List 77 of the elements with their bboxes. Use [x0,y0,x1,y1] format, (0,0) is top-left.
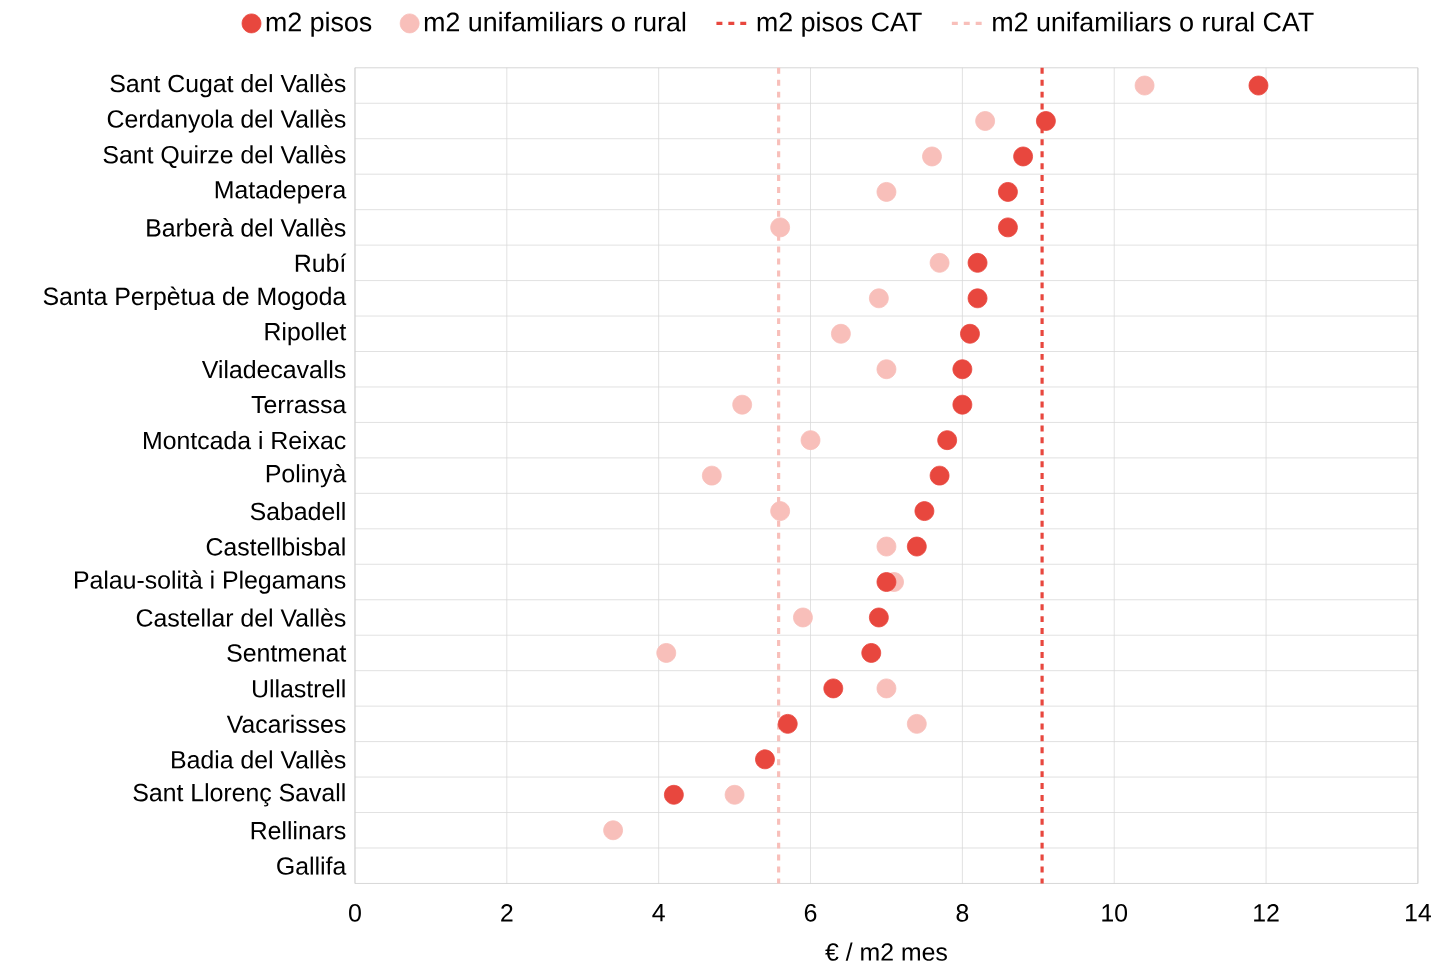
point [663,784,684,805]
point [914,501,935,521]
point [906,713,927,734]
point [952,359,973,380]
y-tick-label: Vacarisses [226,714,346,733]
x-tick-label: 2 [501,904,513,922]
point [998,181,1018,202]
y-tick-label: Castellbisbal [206,537,345,556]
y-tick-label: Barberà del Vallès [147,218,346,237]
y-tick-label: Ullastrell [252,679,345,698]
y-tick-label: Rubí [295,253,347,273]
point [876,678,897,699]
point [937,430,958,450]
point [724,784,745,805]
point [755,749,775,770]
y-tick-label: Cerdanyola del Vallès [107,109,346,133]
point [831,323,851,344]
y-tick-label: Terrassa [251,395,347,414]
point [777,713,798,734]
point [770,217,791,238]
y-tick-label: Sentmenat [227,644,347,662]
y-tick-label: Castellar del Vallès [136,608,346,627]
legend-label: m2 pisos [266,11,372,37]
point [823,678,844,699]
point [929,465,950,486]
x-tick-label: 10 [1102,904,1128,922]
point [975,111,996,131]
point [876,359,897,380]
y-tick-label: Gallifa [277,856,347,875]
y-tick-label: Sabadell [250,501,345,521]
y-tick-label: Rellinars [251,821,346,840]
point [603,820,623,841]
point [800,430,821,450]
point [906,536,927,557]
y-tick-label: Badia del Vallès [172,749,346,769]
y-tick-label: Sant Cugat del Vallès [110,73,346,98]
legend-label: m2 unifamiliars o rural [424,11,686,32]
point [732,394,753,415]
point [868,607,889,628]
y-tick-label: Matadepera [215,180,347,204]
point [656,642,677,663]
point [922,146,942,167]
point [967,252,988,273]
point [876,572,897,592]
point [1248,75,1269,96]
x-tick-label: 6 [804,904,817,922]
point [929,252,950,273]
point [1036,111,1056,131]
x-axis-title: € / m2 mes [825,942,947,961]
legend-label: m2 unifamiliars o rural CAT [993,11,1314,32]
x-tick-label: 14 [1406,904,1431,922]
point [952,394,973,415]
y-tick-label: Viladecavalls [201,360,346,379]
x-tick-label: 4 [652,904,665,922]
point [1134,75,1155,96]
y-tick-label: Ripollet [265,322,347,346]
point [770,501,791,521]
point [1013,146,1033,167]
point [861,642,882,663]
point [876,181,897,202]
y-tick-label: Palau-solità i Plegamans [75,570,346,594]
point [793,607,813,628]
point [998,217,1018,238]
point [967,288,988,309]
point [876,536,897,557]
point [960,323,980,344]
y-tick-label: Santa Perpètua de Mogoda [43,286,347,310]
y-tick-label: Sant Quirze del Vallès [103,144,346,168]
y-tick-label: Polinyà [266,463,347,488]
y-tick-label: Sant Llorenç Savall [133,783,345,807]
point [701,465,722,486]
y-tick-label: Montcada i Reixac [144,430,346,450]
x-tick-label: 12 [1254,904,1279,922]
point [868,288,889,309]
legend-label: m2 pisos CAT [757,11,922,37]
x-tick-label: 0 [349,904,361,922]
x-tick-label: 8 [956,904,969,922]
